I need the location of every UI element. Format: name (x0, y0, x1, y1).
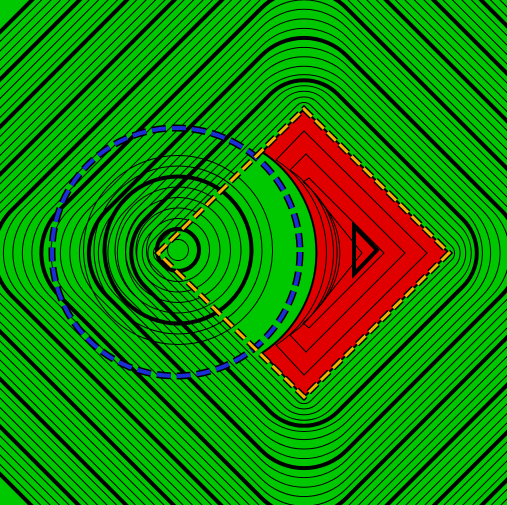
contour-ring (69, 18, 507, 488)
circle-contour-ring (102, 174, 254, 326)
dashed-circle-color (50, 126, 302, 378)
contour-ring (147, 96, 461, 410)
contour-ring (116, 65, 492, 441)
contour-ring (141, 90, 467, 416)
circle-contour-ring (93, 165, 263, 335)
circle-contour-lines (83, 155, 273, 345)
contour-ring (129, 78, 479, 428)
contour-ring (39, 0, 507, 505)
red-region-contours (275, 130, 428, 376)
contour-ring (152, 102, 456, 405)
circle-contour-ring (114, 186, 242, 314)
circle-contour-ring (167, 239, 189, 261)
contour-ring (125, 74, 483, 432)
contour-ring (107, 56, 501, 450)
red-triangle (352, 221, 380, 279)
contour-ring (59, 8, 507, 498)
circle-contour-ring (83, 155, 273, 345)
dashed-diamond-color (155, 106, 452, 400)
circle-contour-ring (125, 197, 231, 303)
contour-ring (31, 0, 507, 505)
circle-contour-ring (146, 218, 210, 282)
circle-contour-ring (135, 207, 221, 293)
contour-ring (50, 0, 507, 505)
contour-ring (97, 46, 507, 460)
